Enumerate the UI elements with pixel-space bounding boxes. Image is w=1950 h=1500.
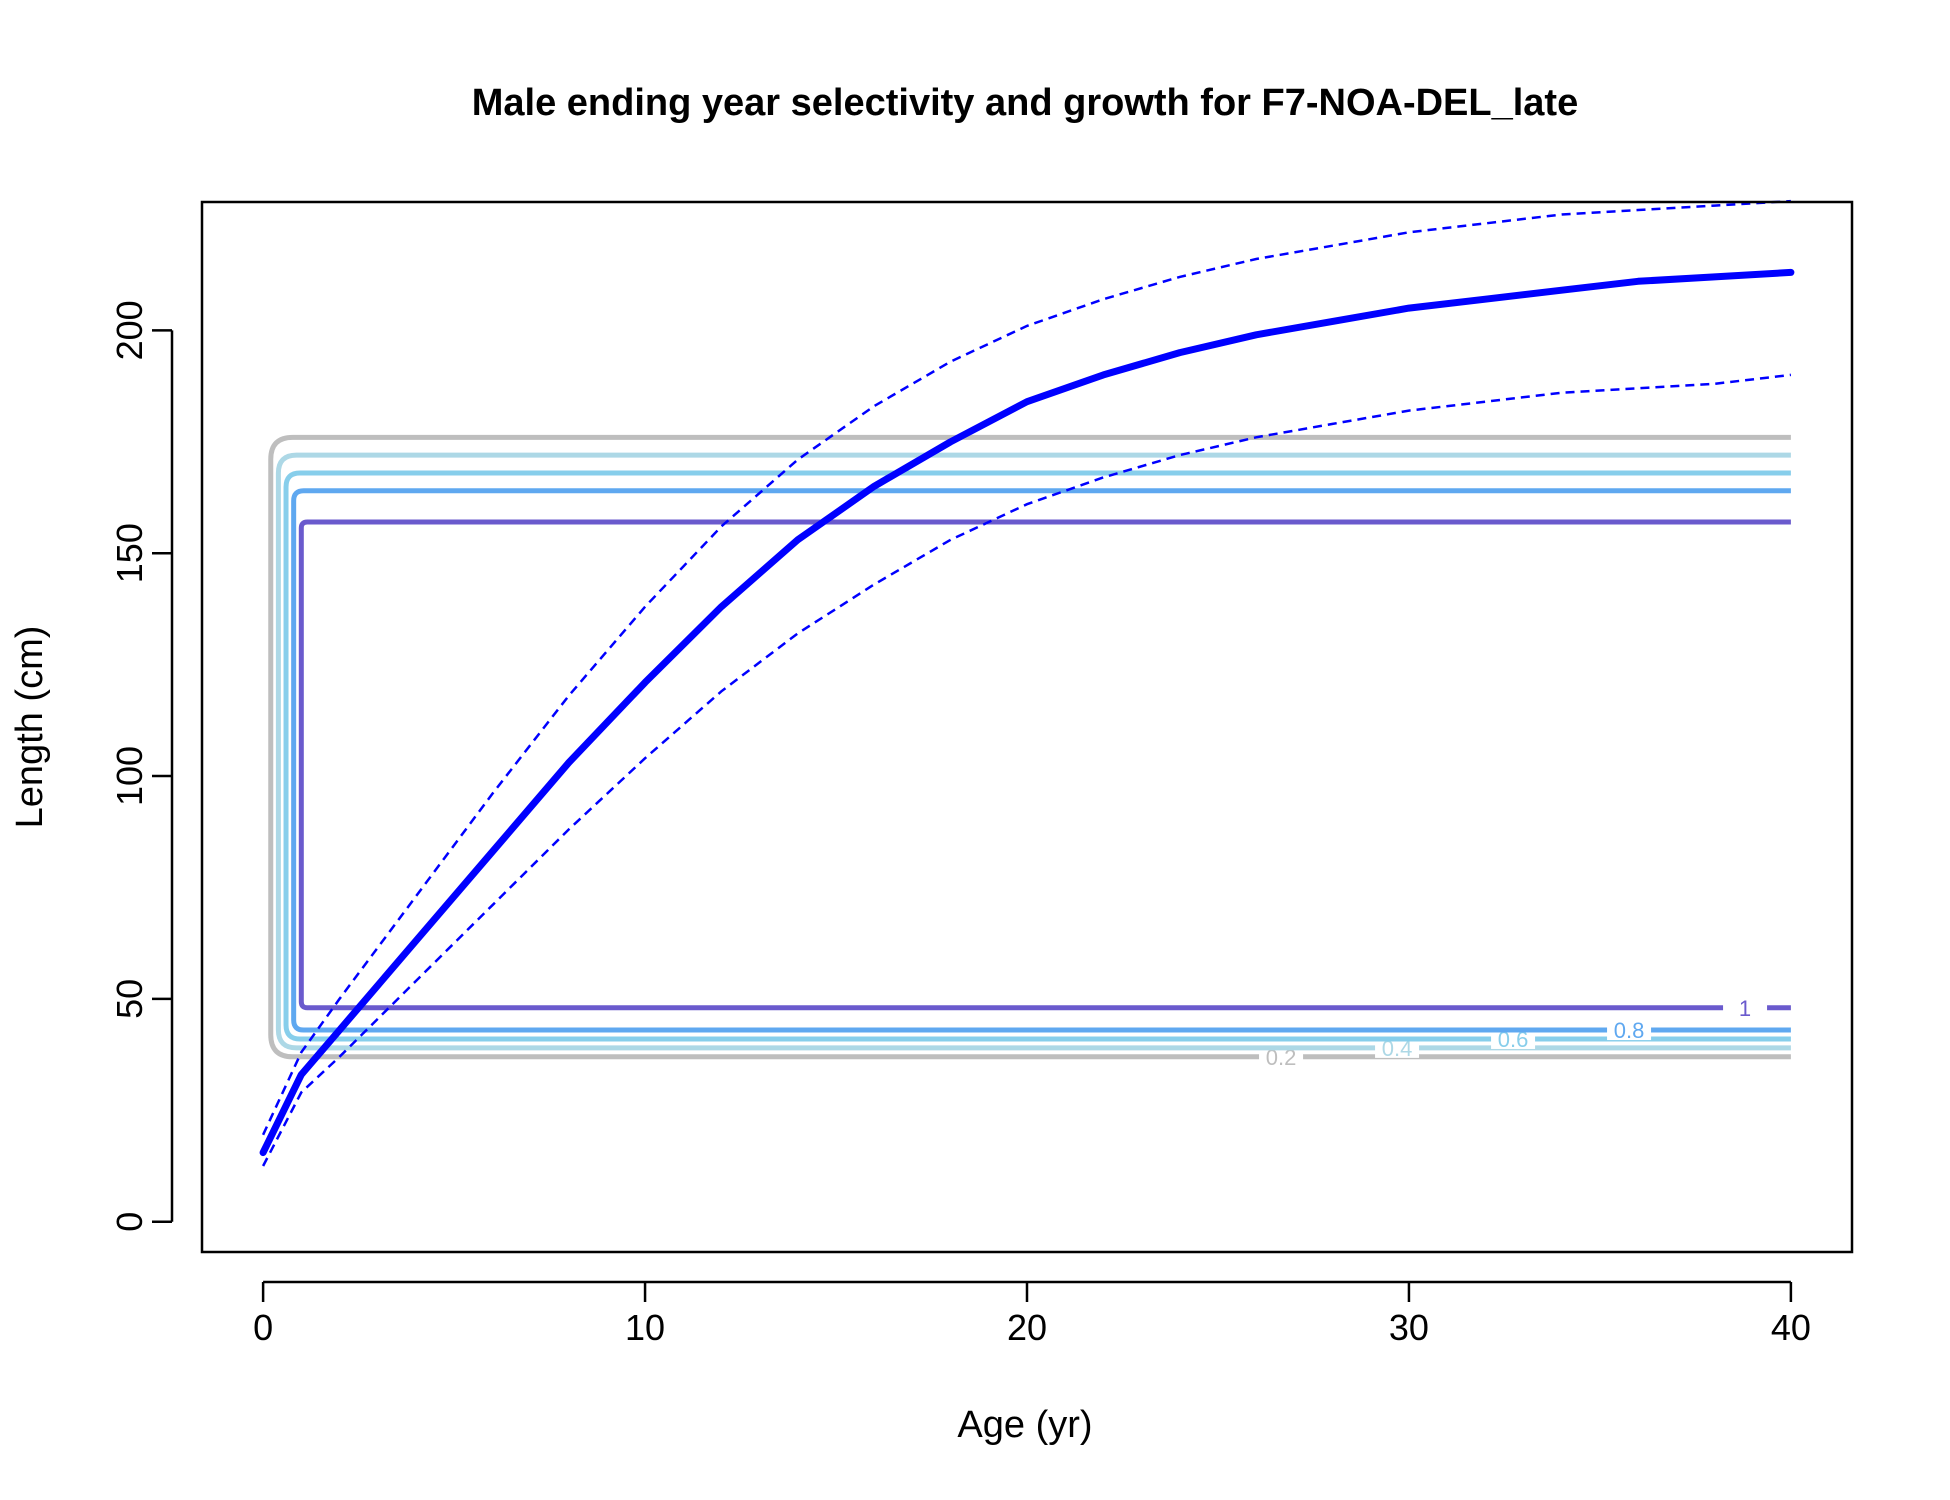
x-tick-label: 30 (1389, 1307, 1429, 1348)
contour-label-gap (1491, 1028, 1536, 1049)
x-tick-label: 10 (625, 1307, 665, 1348)
x-tick-label: 20 (1007, 1307, 1047, 1348)
growth-mean-line (259, 268, 1795, 1157)
growth-layer (259, 199, 1795, 1167)
y-tick-label: 200 (109, 300, 150, 360)
x-axis-label: Age (yr) (957, 1404, 1092, 1446)
growth-upper-ci-line (261, 199, 1791, 1136)
plot-frame (200, 200, 1854, 1254)
y-tick-label: 100 (109, 746, 150, 806)
y-tick-label: 50 (109, 979, 150, 1019)
y-axis-label: Length (cm) (9, 626, 51, 829)
x-tick-label: 40 (1771, 1307, 1811, 1348)
selectivity-contour-1 (298, 519, 1791, 1011)
growth-lower-ci-line (261, 373, 1792, 1167)
contour-label: 0.8 (1614, 1018, 1645, 1043)
selectivity-contour-0-4 (275, 452, 1791, 1051)
y-tick-label: 150 (109, 523, 150, 583)
contour-label-gap (1375, 1037, 1420, 1058)
contour-label-gap (1607, 1020, 1652, 1041)
contour-layer: 0.2 0.4 0.6 0.81 (268, 434, 1791, 1070)
contour-label-gap (1723, 997, 1768, 1018)
x-axis: 0 10 20 30 40 (253, 1280, 1811, 1348)
selectivity-contour-0-6 (283, 470, 1791, 1042)
x-tick-label: 0 (253, 1307, 273, 1348)
selectivity-contour-0-8 (291, 488, 1791, 1033)
y-axis: 0 50 100 150 200 (109, 300, 174, 1232)
contour-label: 1 (1739, 996, 1751, 1021)
y-tick-label: 0 (109, 1212, 150, 1232)
chart-title: Male ending year selectivity and growth … (472, 82, 1578, 124)
contour-label-gap (1259, 1046, 1304, 1067)
selectivity-contour-0-2 (268, 434, 1791, 1060)
